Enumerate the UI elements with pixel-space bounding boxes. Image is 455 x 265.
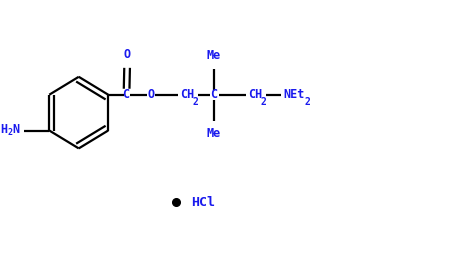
Text: H$_{\mathregular{2}}$N: H$_{\mathregular{2}}$N (0, 123, 21, 138)
Text: HCl: HCl (191, 196, 215, 209)
Text: C: C (122, 88, 130, 101)
Text: Me: Me (207, 49, 221, 62)
Text: 2: 2 (261, 97, 267, 107)
Text: C: C (211, 88, 217, 101)
Text: CH: CH (180, 88, 194, 101)
Text: O: O (123, 48, 130, 61)
Text: 2: 2 (304, 97, 310, 107)
Text: NEt: NEt (283, 88, 305, 101)
Text: O: O (147, 88, 154, 101)
Text: CH: CH (248, 88, 262, 101)
Text: Me: Me (207, 127, 221, 140)
Text: 2: 2 (192, 97, 198, 107)
